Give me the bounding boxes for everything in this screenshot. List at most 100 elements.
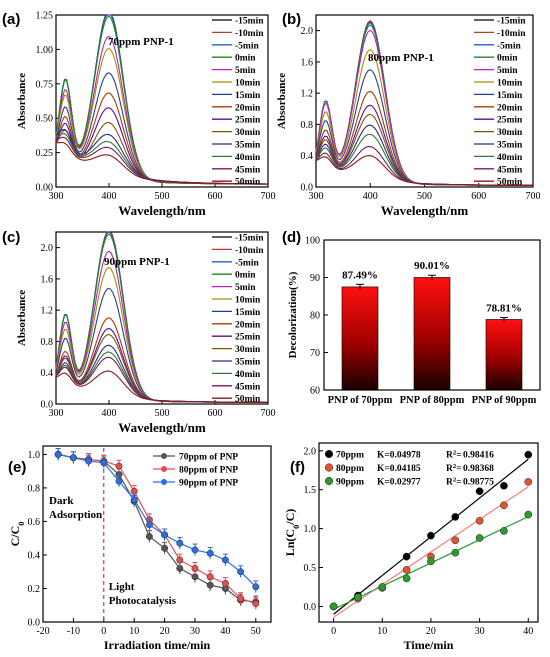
y-tick-label: 90: [310, 273, 320, 284]
panel-title: 90ppm PNP-1: [104, 256, 170, 268]
x-tick-label: 50: [251, 626, 261, 637]
legend-r2-prefix: R2=: [446, 476, 462, 488]
y-tick-label: 0.75: [36, 79, 54, 90]
x-tick-label: 300: [49, 191, 64, 202]
data-point: [451, 536, 460, 545]
data-point: [206, 549, 214, 557]
y-tick-label: 0.5: [304, 563, 317, 574]
data-point: [191, 564, 199, 572]
x-tick-label: 0: [331, 626, 336, 637]
legend-label: -10min: [235, 29, 264, 39]
data-point: [221, 556, 229, 564]
data-point: [115, 477, 123, 485]
x-tick-label: 300: [49, 408, 64, 419]
legend-label: 5min: [235, 66, 256, 76]
data-point: [475, 487, 484, 496]
legend-r2: 0.98775: [463, 478, 494, 488]
spectrum-line: [315, 155, 533, 186]
legend-label: 40min: [235, 370, 261, 380]
data-point: [252, 600, 260, 608]
x-tick-label: 400: [102, 191, 117, 202]
data-point: [100, 459, 108, 467]
legend-marker: [161, 466, 167, 472]
data-point: [378, 583, 387, 591]
y-tick-label: 1.5: [304, 485, 317, 496]
y-tick-label: 0.00: [36, 183, 54, 194]
data-point: [206, 581, 214, 589]
data-point: [252, 583, 260, 591]
y-tick-label: 0.50: [36, 114, 54, 125]
x-axis-label: Irradiation time/min: [104, 638, 211, 652]
legend-r2-prefix: R2=: [446, 463, 462, 475]
data-point: [500, 501, 508, 510]
legend-label: 5min: [497, 66, 518, 76]
plot-f: 0 10 20 30 40 0.0 0.5 1.0 1.5 2.0 70ppm K=0.04978 R2…: [283, 442, 539, 652]
legend-label: 50min: [235, 178, 261, 188]
legend-label: 30min: [497, 128, 523, 138]
x-tick-label: 30: [475, 626, 485, 637]
spectrum-line: [55, 370, 268, 403]
legend-label: 70ppm: [336, 451, 364, 461]
data-point: [69, 454, 77, 462]
legend-label: 5min: [235, 283, 256, 293]
plot-e: -20 -10 0 10 20 30 40 50 0.0 0.2 0.4 0.6 0.8 1.0 70ppm…: [8, 445, 272, 652]
legend: -15min -10min -5min 0min 5min 10min 15min 20min…: [212, 17, 264, 188]
data-point: [524, 478, 533, 486]
x-axis-label: Wavelength/nm: [381, 203, 469, 218]
data-point: [237, 595, 245, 602]
y-tick-label: 1.2: [301, 89, 314, 100]
data-point: [161, 544, 169, 552]
legend-label: -5min: [497, 41, 521, 51]
category-label: PNP of 90ppm: [472, 395, 537, 406]
legend-label: 10min: [497, 79, 523, 89]
bar: [485, 319, 523, 391]
legend-label: 30min: [235, 128, 261, 138]
annotation-adsorption: Adsorption: [49, 509, 102, 521]
y-tick-label: 0.0: [28, 618, 41, 629]
data-point: [524, 510, 533, 519]
legend-label: 90ppm: [336, 478, 364, 488]
y-axis-label: Decolorization(%): [287, 271, 299, 358]
data-point: [145, 533, 153, 540]
legend-label: 40min: [235, 153, 261, 163]
legend-label: 10min: [235, 296, 261, 306]
x-tick-label: 300: [309, 191, 324, 202]
bar-value-label: 78.81%: [486, 303, 522, 315]
plot-d: 60 70 80 90 100 87.49% PNP of 70ppm 90.01% PNP o…: [287, 236, 541, 406]
panel-letter: (f): [290, 459, 305, 476]
data-point: [237, 568, 245, 576]
plot-frame: [42, 445, 272, 623]
y-tick-label: 2.0: [304, 446, 317, 457]
legend-label: 50min: [235, 395, 261, 405]
data-point: [115, 462, 123, 470]
legend-label: -15min: [235, 17, 264, 27]
x-tick-label: 400: [363, 191, 378, 202]
y-tick-label: 0.4: [41, 368, 54, 379]
panel-title: 80ppm PNP-1: [368, 52, 434, 64]
legend-label: 0min: [235, 271, 256, 281]
bar: [413, 277, 451, 391]
legend-label: 40min: [497, 153, 523, 163]
data-point: [402, 552, 411, 561]
x-tick-label: 20: [160, 626, 170, 637]
x-tick-label: 10: [377, 626, 387, 637]
plot-a: 300 400 500 600 700 0.00 0.25 0.50 0.75 1.00 1.25 7…: [16, 11, 276, 219]
legend-r2-prefix: R2=: [446, 449, 462, 461]
x-tick-label: 10: [129, 626, 139, 637]
y-tick-label: 1.0: [304, 524, 317, 535]
legend-label: 90ppm of PNP: [179, 479, 238, 489]
legend-label: 70ppm of PNP: [179, 453, 238, 463]
data-point: [451, 513, 460, 521]
legend-label: 15min: [235, 308, 261, 318]
data-point: [176, 539, 184, 547]
legend: 70ppm of PNP 80ppm of PNP 90ppm of PNP: [153, 453, 238, 489]
legend-label: 45min: [497, 165, 523, 175]
category-label: PNP of 80ppm: [400, 395, 465, 406]
y-tick-label: 0.4: [28, 550, 41, 561]
x-axis-label: Time/min: [404, 638, 454, 652]
y-tick-label: 0.4: [301, 151, 314, 162]
panel-letter: (a): [2, 11, 20, 28]
legend-label: 50min: [497, 178, 523, 188]
y-tick-label: 1.0: [28, 450, 41, 461]
